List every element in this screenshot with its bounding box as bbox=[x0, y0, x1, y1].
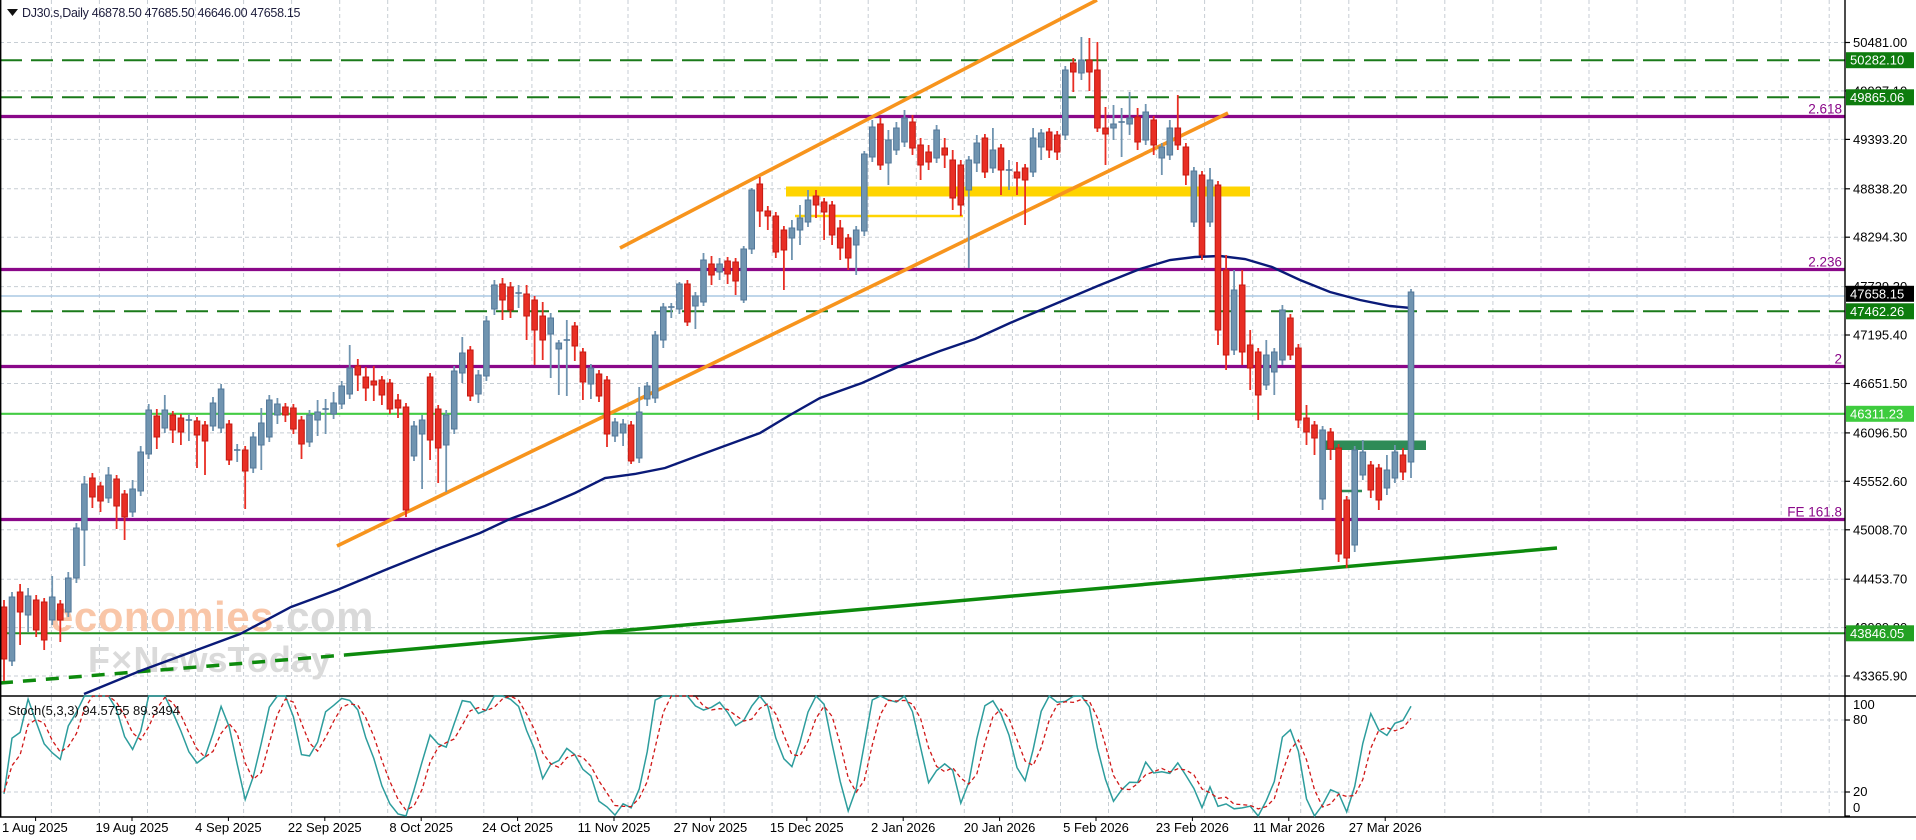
svg-text:49865.06: 49865.06 bbox=[1850, 90, 1904, 105]
svg-text:DJ30.s,Daily 46878.50 47685.5: DJ30.s,Daily 46878.50 47685.50 46646.00 … bbox=[22, 6, 301, 20]
svg-text:15 Dec 2025: 15 Dec 2025 bbox=[770, 820, 844, 835]
svg-text:4 Sep 2025: 4 Sep 2025 bbox=[195, 820, 262, 835]
svg-text:46096.50: 46096.50 bbox=[1853, 425, 1907, 440]
svg-text:0: 0 bbox=[1853, 800, 1860, 815]
svg-text:27 Mar 2026: 27 Mar 2026 bbox=[1349, 820, 1422, 835]
svg-text:45552.60: 45552.60 bbox=[1853, 474, 1907, 489]
svg-text:11 Mar 2026: 11 Mar 2026 bbox=[1253, 820, 1325, 835]
svg-text:22 Sep 2025: 22 Sep 2025 bbox=[288, 820, 362, 835]
svg-text:43846.05: 43846.05 bbox=[1850, 626, 1904, 641]
svg-text:23 Feb 2026: 23 Feb 2026 bbox=[1156, 820, 1229, 835]
svg-text:19 Aug 2025: 19 Aug 2025 bbox=[95, 820, 168, 835]
svg-text:50481.00: 50481.00 bbox=[1853, 35, 1907, 50]
svg-text:47462.26: 47462.26 bbox=[1850, 304, 1904, 319]
svg-text:F✕NewsToday: F✕NewsToday bbox=[88, 639, 331, 680]
svg-text:47195.40: 47195.40 bbox=[1853, 328, 1907, 343]
svg-text:100: 100 bbox=[1853, 697, 1875, 712]
svg-text:43365.90: 43365.90 bbox=[1853, 669, 1907, 684]
svg-text:2.618: 2.618 bbox=[1808, 102, 1842, 117]
svg-text:5 Feb 2026: 5 Feb 2026 bbox=[1063, 820, 1129, 835]
svg-text:1 Aug 2025: 1 Aug 2025 bbox=[2, 820, 68, 835]
svg-text:50282.10: 50282.10 bbox=[1850, 53, 1904, 68]
svg-text:2.236: 2.236 bbox=[1808, 255, 1842, 270]
svg-text:20: 20 bbox=[1853, 784, 1867, 799]
svg-text:24 Oct 2025: 24 Oct 2025 bbox=[482, 820, 553, 835]
svg-text:FE 161.8: FE 161.8 bbox=[1787, 505, 1842, 520]
svg-text:economies.com: economies.com bbox=[50, 593, 374, 640]
svg-text:20 Jan 2026: 20 Jan 2026 bbox=[964, 820, 1036, 835]
svg-text:46311.23: 46311.23 bbox=[1850, 406, 1903, 421]
svg-text:48294.30: 48294.30 bbox=[1853, 230, 1907, 245]
svg-text:27 Nov 2025: 27 Nov 2025 bbox=[674, 820, 748, 835]
svg-text:44453.70: 44453.70 bbox=[1853, 572, 1907, 587]
svg-text:Stoch(5,3,3) 94.5755 89.3494: Stoch(5,3,3) 94.5755 89.3494 bbox=[8, 703, 180, 718]
svg-text:46651.50: 46651.50 bbox=[1853, 376, 1907, 391]
svg-text:48838.20: 48838.20 bbox=[1853, 181, 1907, 196]
svg-text:45008.70: 45008.70 bbox=[1853, 522, 1907, 537]
svg-text:11 Nov 2025: 11 Nov 2025 bbox=[578, 820, 651, 835]
svg-text:49393.20: 49393.20 bbox=[1853, 132, 1907, 147]
svg-text:80: 80 bbox=[1853, 712, 1867, 727]
svg-text:2: 2 bbox=[1834, 352, 1842, 367]
svg-text:8 Oct 2025: 8 Oct 2025 bbox=[389, 820, 453, 835]
svg-text:2 Jan 2026: 2 Jan 2026 bbox=[871, 820, 935, 835]
svg-text:47658.15: 47658.15 bbox=[1850, 286, 1904, 301]
